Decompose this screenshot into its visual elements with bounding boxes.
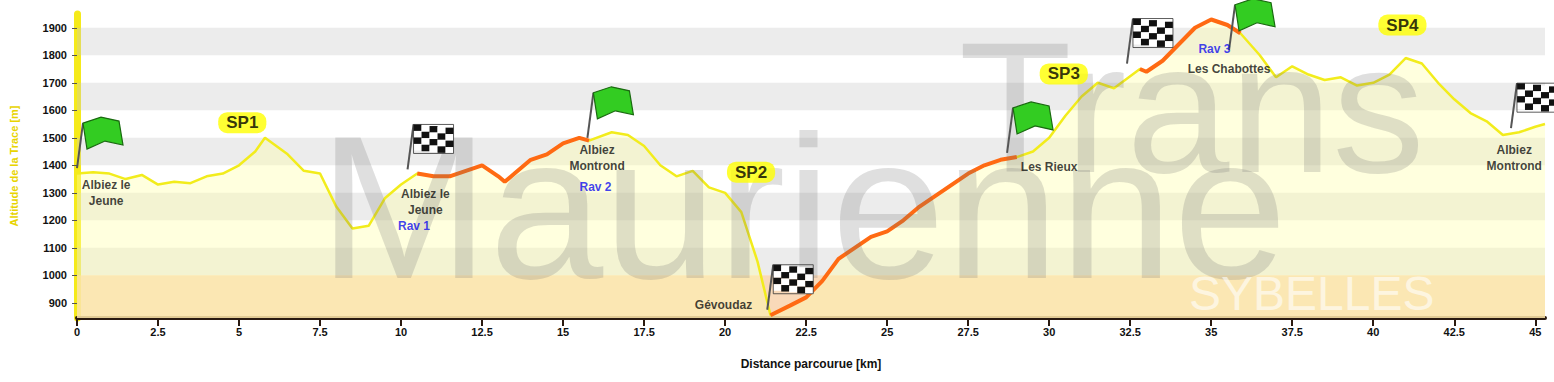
svg-text:1500: 1500	[43, 132, 67, 144]
svg-text:Rav 1: Rav 1	[398, 219, 430, 233]
svg-text:Les Rieux: Les Rieux	[1021, 160, 1078, 174]
svg-text:0: 0	[74, 326, 80, 338]
svg-text:Montrond: Montrond	[569, 159, 624, 173]
svg-text:SP1: SP1	[226, 113, 258, 132]
svg-text:1800: 1800	[43, 49, 67, 61]
svg-text:Albiez: Albiez	[1497, 143, 1532, 157]
svg-text:1300: 1300	[43, 187, 67, 199]
svg-text:SYBELLES: SYBELLES	[1189, 267, 1434, 320]
svg-text:Jeune: Jeune	[89, 194, 124, 208]
svg-text:Les Chabottes: Les Chabottes	[1188, 62, 1271, 76]
svg-text:SP4: SP4	[1386, 16, 1419, 35]
svg-text:Albiez le: Albiez le	[401, 187, 450, 201]
svg-text:1900: 1900	[43, 22, 67, 34]
svg-text:20: 20	[719, 326, 731, 338]
svg-text:1600: 1600	[43, 104, 67, 116]
svg-text:45: 45	[1529, 326, 1541, 338]
svg-text:15: 15	[557, 326, 569, 338]
svg-text:25: 25	[881, 326, 893, 338]
svg-text:27.5: 27.5	[957, 326, 978, 338]
svg-text:17.5: 17.5	[633, 326, 654, 338]
svg-text:1100: 1100	[43, 242, 67, 254]
svg-text:40: 40	[1367, 326, 1379, 338]
svg-text:SP3: SP3	[1048, 64, 1080, 83]
svg-text:Albiez: Albiez	[579, 143, 614, 157]
svg-text:42.5: 42.5	[1444, 326, 1465, 338]
svg-text:Rav 2: Rav 2	[579, 180, 611, 194]
svg-text:35: 35	[1205, 326, 1217, 338]
svg-text:Montrond: Montrond	[1487, 159, 1542, 173]
svg-text:Jeune: Jeune	[408, 203, 443, 217]
svg-text:Trans: Trans	[958, 4, 1425, 211]
svg-text:Albiez le: Albiez le	[82, 178, 131, 192]
svg-text:12.5: 12.5	[471, 326, 492, 338]
svg-text:2.5: 2.5	[150, 326, 165, 338]
svg-text:1700: 1700	[43, 77, 67, 89]
svg-text:37.5: 37.5	[1282, 326, 1303, 338]
svg-text:5: 5	[236, 326, 242, 338]
svg-text:7.5: 7.5	[312, 326, 327, 338]
svg-text:1400: 1400	[43, 159, 67, 171]
svg-text:1000: 1000	[43, 269, 67, 281]
svg-text:900: 900	[49, 297, 67, 309]
svg-text:32.5: 32.5	[1119, 326, 1140, 338]
svg-text:Rav 3: Rav 3	[1198, 42, 1230, 56]
svg-text:10: 10	[395, 326, 407, 338]
svg-text:Distance parcourue [km]: Distance parcourue [km]	[741, 357, 882, 371]
svg-text:22.5: 22.5	[795, 326, 816, 338]
svg-text:Altitude de la Trace [m]: Altitude de la Trace [m]	[8, 105, 20, 226]
svg-text:30: 30	[1043, 326, 1055, 338]
svg-text:1200: 1200	[43, 214, 67, 226]
svg-text:Gévoudaz: Gévoudaz	[695, 298, 752, 312]
svg-text:Maurienne: Maurienne	[319, 92, 1288, 321]
svg-text:SP2: SP2	[735, 163, 767, 182]
